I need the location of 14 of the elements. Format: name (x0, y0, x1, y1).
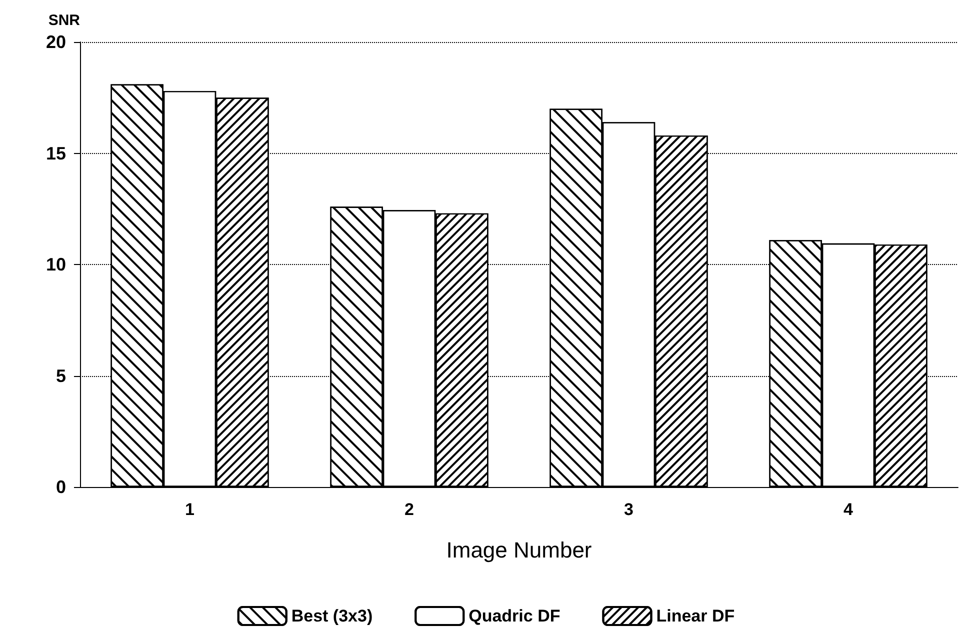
x-axis-title: Image Number (446, 538, 592, 562)
x-tick-label: 1 (185, 500, 194, 519)
x-tick-label: 2 (404, 500, 414, 519)
legend-label: Best (3x3) (291, 606, 373, 626)
y-tick-label: 0 (56, 477, 66, 497)
legend-label: Quadric DF (468, 606, 560, 626)
y-tick-label: 10 (46, 254, 66, 274)
y-axis-title: SNR (48, 12, 80, 29)
y-tick-label: 5 (56, 366, 66, 386)
y-tick-label: 15 (46, 143, 66, 164)
x-tick-label: 3 (624, 500, 634, 519)
legend-label: Linear DF (656, 606, 735, 626)
x-tick-label: 4 (844, 500, 854, 519)
y-tick-label: 20 (46, 32, 66, 52)
